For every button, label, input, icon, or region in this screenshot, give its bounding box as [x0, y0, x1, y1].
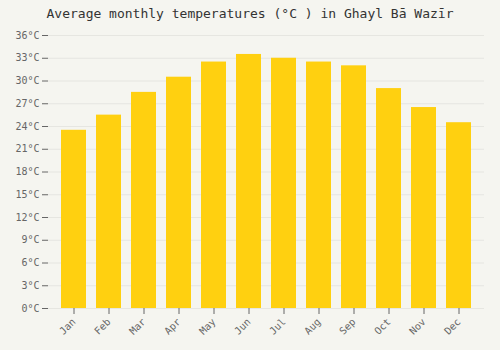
- svg-text:Feb: Feb: [92, 316, 113, 337]
- svg-text:6°C: 6°C: [21, 257, 39, 268]
- svg-text:Nov: Nov: [407, 316, 428, 337]
- svg-text:27°C: 27°C: [15, 98, 39, 109]
- svg-text:36°C: 36°C: [15, 30, 39, 41]
- svg-text:21°C: 21°C: [15, 143, 39, 154]
- svg-text:Jan: Jan: [57, 316, 78, 337]
- svg-text:12°C: 12°C: [15, 212, 39, 223]
- svg-text:3°C: 3°C: [21, 280, 39, 291]
- svg-text:24°C: 24°C: [15, 121, 39, 132]
- svg-text:0°C: 0°C: [21, 303, 39, 314]
- svg-text:9°C: 9°C: [21, 234, 39, 245]
- svg-text:33°C: 33°C: [15, 52, 39, 63]
- svg-text:Oct: Oct: [372, 316, 393, 337]
- svg-text:18°C: 18°C: [15, 166, 39, 177]
- svg-text:Apr: Apr: [162, 316, 183, 337]
- svg-text:Jun: Jun: [232, 316, 253, 337]
- svg-text:30°C: 30°C: [15, 75, 39, 86]
- svg-text:Jul: Jul: [267, 316, 288, 337]
- html-text:Average monthly temperatures (: Average monthly temperatures (°C ) in Gh…: [46, 6, 454, 21]
- svg-text:15°C: 15°C: [15, 189, 39, 200]
- svg-text:May: May: [197, 316, 218, 337]
- svg-text:Aug: Aug: [302, 316, 323, 337]
- svg-text:Mar: Mar: [127, 316, 148, 337]
- svg-text:Sep: Sep: [337, 316, 358, 337]
- svg-text:Dec: Dec: [442, 316, 463, 337]
